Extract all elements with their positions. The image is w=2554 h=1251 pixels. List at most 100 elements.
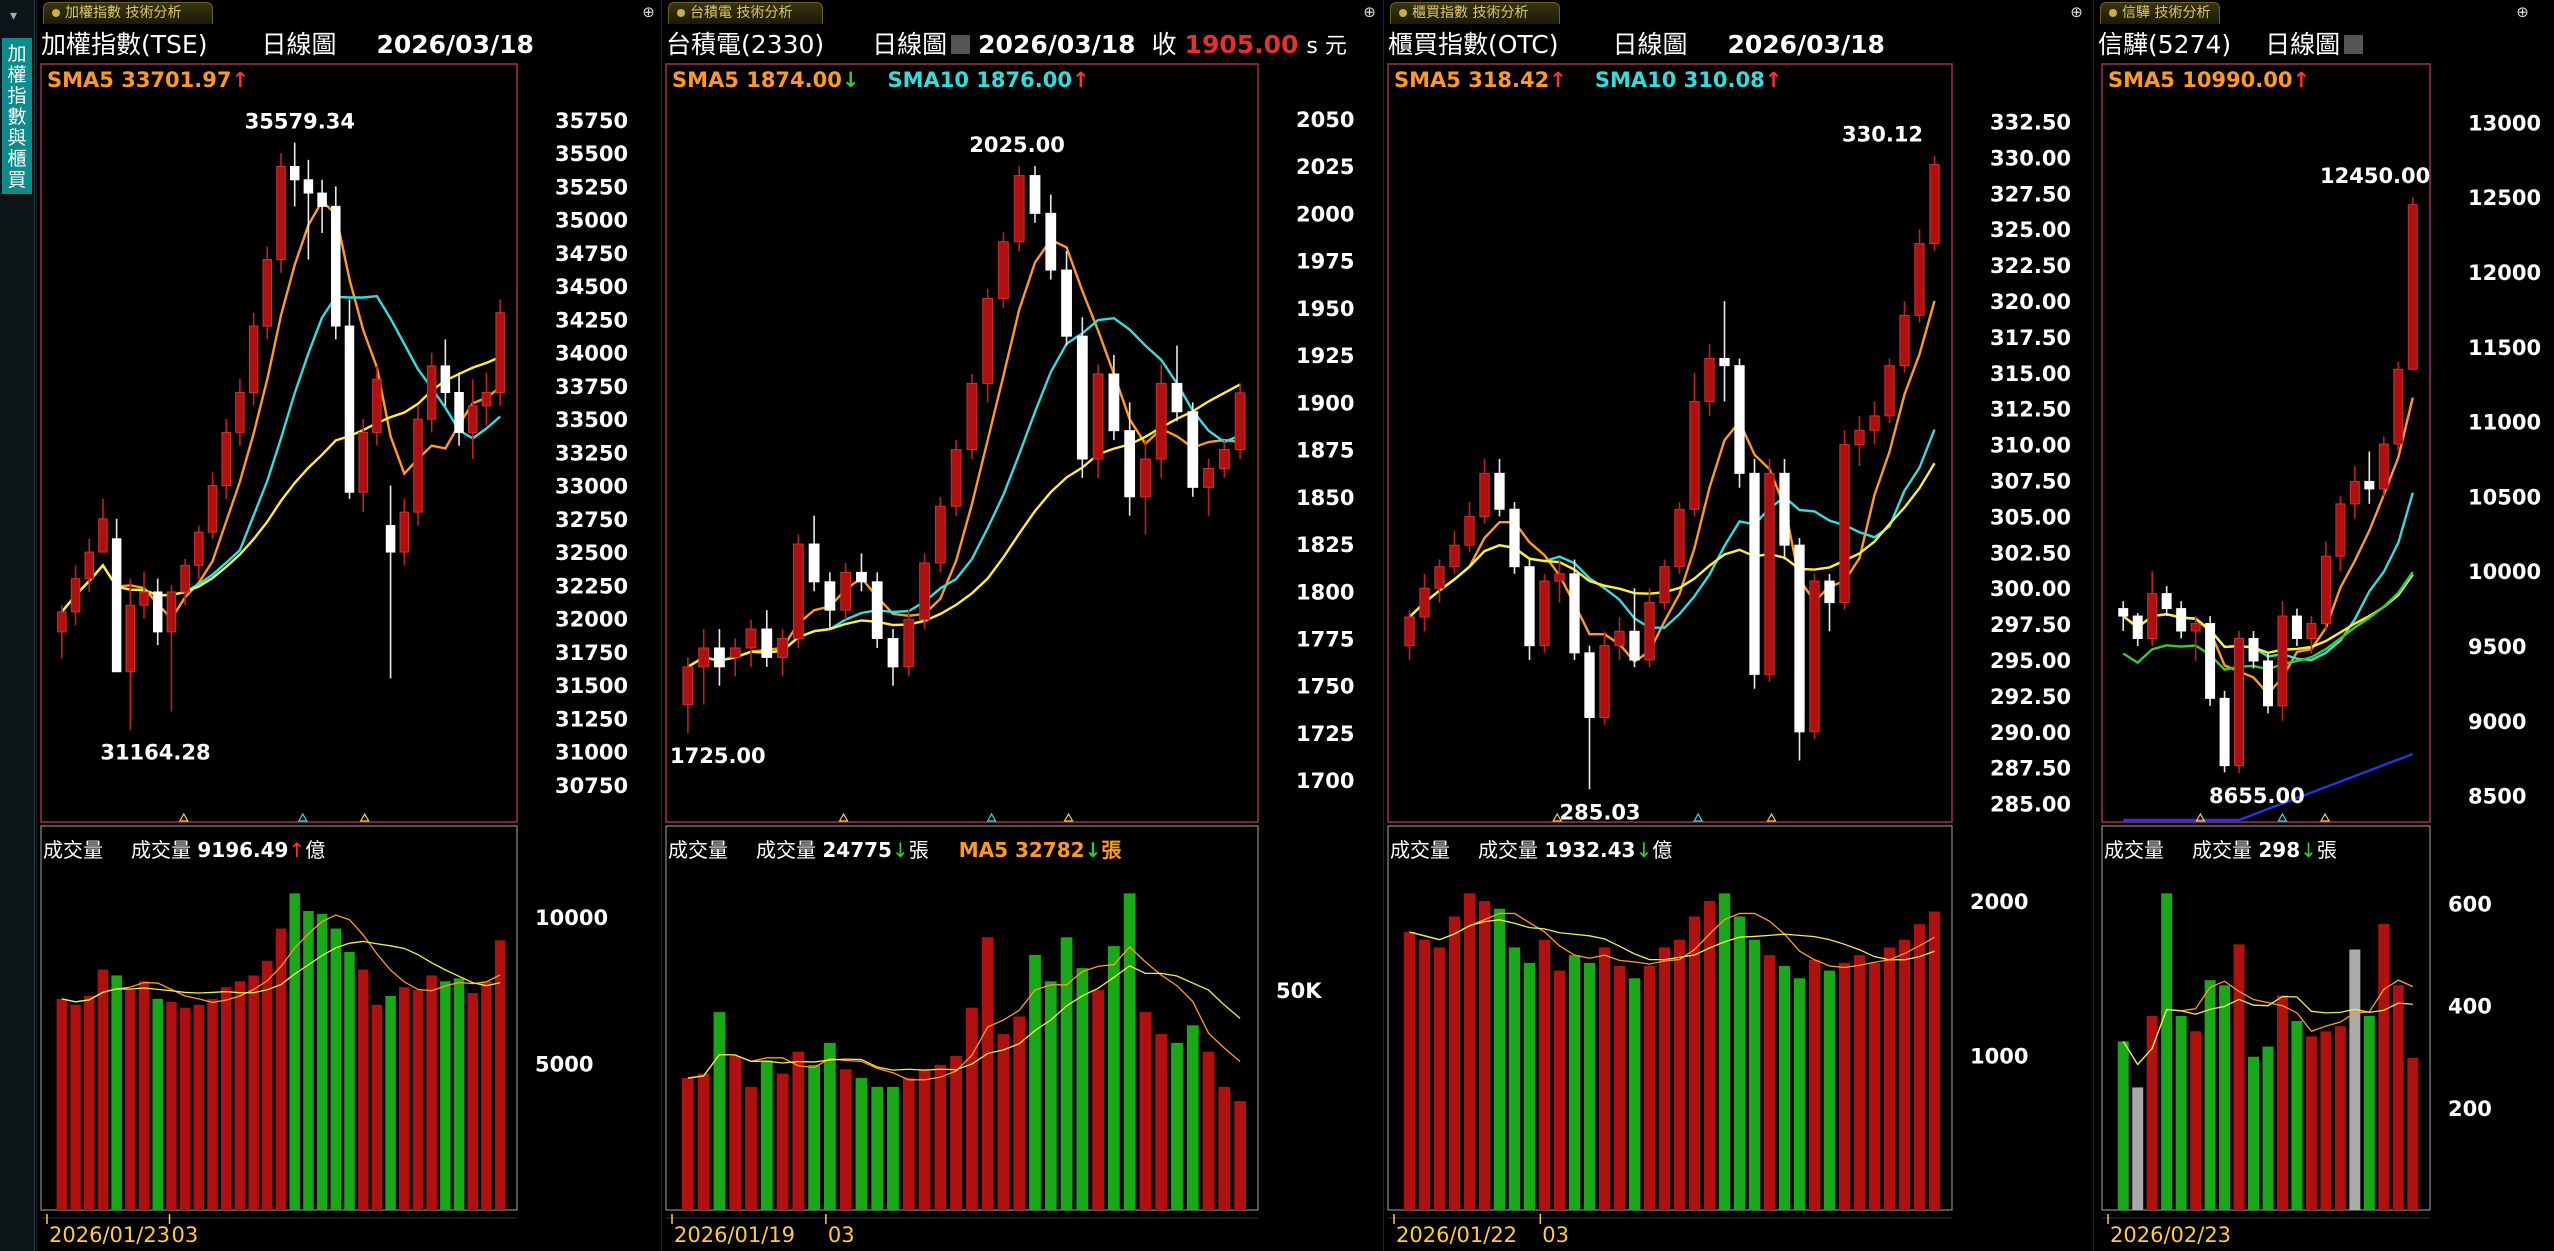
volume-bar[interactable]: [760, 1060, 773, 1210]
event-marker-icon[interactable]: [2277, 812, 2288, 822]
volume-bar[interactable]: [371, 1004, 383, 1210]
candle[interactable]: [1599, 631, 1610, 725]
volume-bar[interactable]: [1448, 916, 1461, 1210]
volume-bar[interactable]: [2233, 944, 2245, 1210]
candle[interactable]: [1734, 358, 1745, 488]
volume-bar[interactable]: [1568, 955, 1581, 1210]
volume-bar[interactable]: [1823, 970, 1836, 1210]
candle[interactable]: [1824, 573, 1835, 632]
volume-bar[interactable]: [2291, 1021, 2303, 1210]
volume-bar[interactable]: [1418, 939, 1431, 1210]
candle[interactable]: [2320, 541, 2331, 632]
volume-bar[interactable]: [481, 981, 492, 1210]
volume-bar[interactable]: [2349, 949, 2361, 1210]
candle[interactable]: [1404, 609, 1415, 661]
candle[interactable]: [1704, 344, 1715, 416]
candle[interactable]: [1524, 559, 1535, 661]
volume-bar[interactable]: [316, 913, 328, 1210]
candle[interactable]: [1584, 645, 1595, 790]
candle[interactable]: [1839, 430, 1850, 610]
volume-bar[interactable]: [1913, 924, 1926, 1210]
candle[interactable]: [840, 562, 852, 620]
candle[interactable]: [276, 153, 286, 273]
candle[interactable]: [761, 610, 773, 667]
candle[interactable]: [934, 496, 946, 573]
candle[interactable]: [1479, 459, 1490, 524]
volume-bar[interactable]: [950, 1056, 963, 1210]
sidebar-tab-index-otc[interactable]: 加權指數與櫃買: [2, 38, 32, 194]
candle[interactable]: [1614, 616, 1625, 661]
candle[interactable]: [468, 379, 478, 459]
volume-bar[interactable]: [111, 975, 122, 1210]
candle[interactable]: [2248, 631, 2259, 669]
volume-bar[interactable]: [2219, 985, 2231, 1210]
volume-bar[interactable]: [1673, 939, 1686, 1210]
zoom-icon[interactable]: ⊕: [642, 3, 655, 21]
volume-bar[interactable]: [2407, 1057, 2419, 1210]
volume-bar[interactable]: [97, 969, 109, 1210]
volume-bar[interactable]: [275, 928, 287, 1210]
panel-tab[interactable]: 信驊 技術分析: [2100, 2, 2220, 24]
zoom-icon[interactable]: ⊕: [2516, 3, 2529, 21]
candle[interactable]: [1218, 440, 1230, 478]
volume-bar[interactable]: [1688, 916, 1701, 1210]
zoom-icon[interactable]: ⊕: [2070, 3, 2083, 21]
candle[interactable]: [1659, 559, 1670, 610]
candle[interactable]: [358, 419, 368, 513]
volume-bar[interactable]: [1202, 1051, 1215, 1210]
volume-bar[interactable]: [1853, 955, 1866, 1210]
volume-bar[interactable]: [1718, 893, 1731, 1210]
candle[interactable]: [385, 485, 396, 679]
volume-bar[interactable]: [839, 1069, 852, 1210]
volume-bar[interactable]: [1218, 1086, 1231, 1210]
event-marker-icon[interactable]: [359, 812, 370, 822]
volume-bar[interactable]: [1092, 990, 1105, 1210]
volume-bar[interactable]: [2320, 1031, 2332, 1210]
volume-bar[interactable]: [1013, 1016, 1026, 1210]
volume-bar[interactable]: [1403, 931, 1416, 1210]
candle[interactable]: [1899, 301, 1910, 373]
event-marker-icon[interactable]: [178, 812, 189, 822]
volume-bar[interactable]: [1029, 954, 1041, 1210]
zoom-icon[interactable]: ⊕: [1363, 3, 1376, 21]
volume-bar[interactable]: [1883, 947, 1896, 1210]
volume-bar[interactable]: [2175, 1015, 2187, 1210]
candle[interactable]: [1092, 364, 1104, 478]
volume-bar[interactable]: [887, 1086, 899, 1210]
volume-bar[interactable]: [179, 1007, 191, 1210]
volume-bar[interactable]: [1808, 959, 1821, 1210]
candle[interactable]: [871, 572, 883, 648]
volume-bar[interactable]: [981, 937, 994, 1210]
volume-bar[interactable]: [2334, 1026, 2346, 1210]
event-marker-icon[interactable]: [1693, 812, 1704, 822]
candle[interactable]: [824, 572, 836, 630]
volume-bar[interactable]: [2132, 1087, 2144, 1210]
candle[interactable]: [1494, 459, 1505, 517]
candle[interactable]: [180, 558, 190, 606]
event-marker-icon[interactable]: [2195, 812, 2206, 822]
volume-bar[interactable]: [1478, 901, 1491, 1210]
volume-bar[interactable]: [1139, 1012, 1152, 1210]
volume-bar[interactable]: [494, 940, 506, 1210]
volume-bar[interactable]: [1643, 965, 1656, 1210]
candle[interactable]: [1013, 166, 1025, 252]
candle[interactable]: [1539, 573, 1550, 653]
candle[interactable]: [1419, 573, 1430, 632]
candle[interactable]: [1674, 502, 1685, 574]
candle[interactable]: [2190, 616, 2201, 661]
candle[interactable]: [399, 498, 410, 566]
candle[interactable]: [2132, 613, 2143, 646]
sidebar-chevron-icon[interactable]: ▾: [10, 8, 18, 24]
volume-bar[interactable]: [1838, 962, 1851, 1210]
volume-bar[interactable]: [1186, 1025, 1199, 1210]
volume-bar[interactable]: [1748, 939, 1761, 1210]
volume-bar[interactable]: [399, 987, 410, 1210]
volume-bar[interactable]: [2378, 923, 2390, 1210]
volume-bar[interactable]: [1628, 978, 1641, 1210]
candle[interactable]: [1045, 194, 1057, 280]
volume-bar[interactable]: [2161, 893, 2173, 1210]
volume-bar[interactable]: [440, 981, 451, 1210]
volume-bar[interactable]: [1928, 911, 1941, 1210]
volume-bar[interactable]: [1778, 965, 1791, 1210]
candle[interactable]: [317, 179, 327, 233]
